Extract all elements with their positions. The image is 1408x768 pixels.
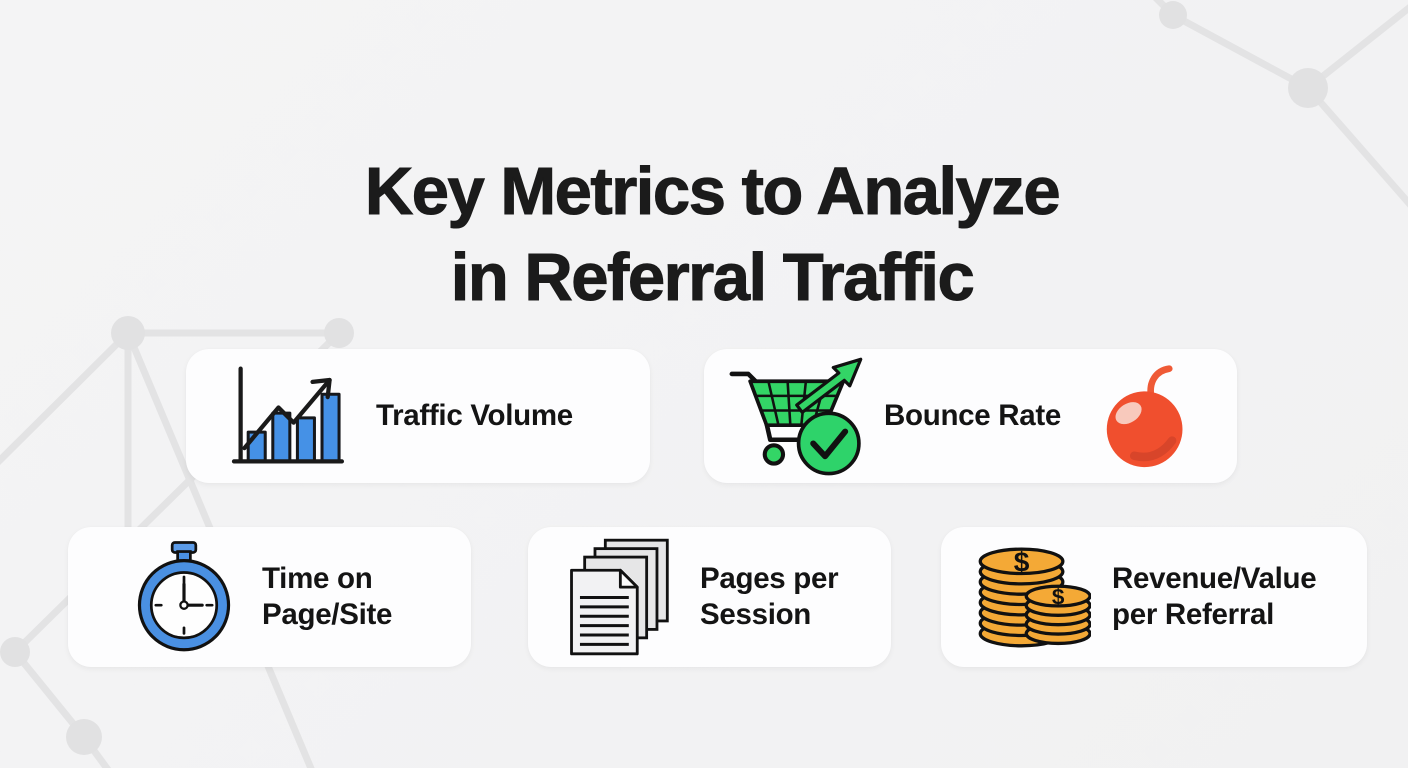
card-label: Traffic Volume [376, 398, 573, 434]
card-bounce-rate: Bounce Rate [704, 349, 1237, 483]
card-label-line: Page/Site [262, 598, 393, 631]
card-label: Time on Page/Site [262, 561, 392, 633]
card-label: Bounce Rate [884, 398, 1061, 434]
card-time-on-page: Time on Page/Site [68, 527, 471, 667]
card-label-line: Session [700, 598, 812, 631]
title-line-2: in Referral Traffic [450, 239, 975, 315]
shopping-cart-check-icon [729, 357, 863, 476]
card-traffic-volume: Traffic Volume [186, 349, 650, 483]
title-line-1: Key Metrics to Analyze [364, 153, 1061, 229]
document-stack-icon [570, 538, 669, 656]
bouncing-ball-icon [1106, 365, 1183, 468]
card-label-line: Traffic Volume [376, 399, 573, 432]
card-label: Pages per Session [700, 561, 839, 633]
card-label: Revenue/Value per Referral [1112, 561, 1317, 633]
card-revenue-per-referral: $ $ Revenue/Value per Referral [941, 527, 1367, 667]
page-title: Key Metrics to Analyze in Referral Traff… [8, 149, 1408, 321]
card-label-line: Time on [262, 562, 373, 595]
stopwatch-icon [137, 541, 231, 652]
svg-text:$: $ [1014, 547, 1030, 578]
card-label-line: Bounce Rate [884, 399, 1062, 432]
card-label-line: Revenue/Value [1112, 562, 1317, 595]
card-pages-per-session: Pages per Session [528, 527, 891, 667]
bar-chart-trend-icon [231, 366, 345, 464]
card-label-line: Pages per [700, 562, 839, 595]
svg-text:$: $ [1052, 585, 1065, 610]
coin-stacks-icon: $ $ [978, 547, 1091, 648]
card-label-line: per Referral [1112, 598, 1275, 631]
